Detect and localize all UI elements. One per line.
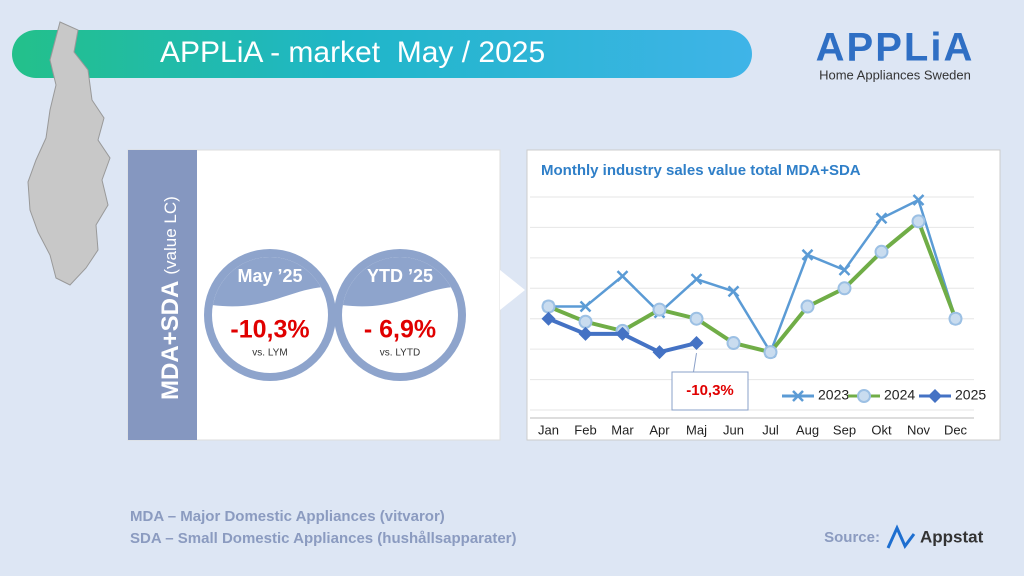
- marker: [801, 248, 814, 261]
- footer-note: SDA – Small Domestic Appliances (hushåll…: [130, 530, 517, 547]
- x-tick-label: Apr: [649, 422, 670, 437]
- marker: [800, 299, 815, 314]
- panel-label: MDA+SDA (value LC): [157, 196, 184, 400]
- marker: [911, 214, 926, 229]
- source-label: Source:: [824, 529, 880, 546]
- x-tick-label: Jan: [538, 422, 559, 437]
- source-icon: [886, 524, 916, 549]
- marker: [615, 326, 630, 341]
- logo: APPLiA: [816, 26, 975, 70]
- marker: [616, 270, 629, 282]
- marker: [838, 264, 851, 276]
- marker: [726, 336, 741, 351]
- legend-label: 2024: [884, 387, 915, 403]
- x-tick-label: Okt: [871, 422, 892, 437]
- marker: [928, 389, 942, 403]
- kpi-title: YTD ’25: [367, 266, 433, 286]
- marker: [578, 326, 593, 341]
- marker: [763, 345, 778, 360]
- marker: [792, 390, 804, 402]
- marker: [727, 285, 740, 298]
- x-tick-label: Sep: [833, 422, 856, 437]
- kpi-note: vs. LYTD: [380, 348, 420, 359]
- kpi-value: -10,3%: [230, 316, 309, 344]
- title-banner: [12, 30, 752, 78]
- annotation-arrow: [693, 352, 697, 373]
- marker: [948, 311, 963, 326]
- chart-title: Monthly industry sales value total MDA+S…: [541, 162, 861, 179]
- x-tick-label: Jun: [723, 422, 744, 437]
- annotation-box: [671, 371, 749, 411]
- logo-subtitle: Home Appliances Sweden: [819, 67, 971, 82]
- marker: [579, 300, 592, 313]
- kpi-top: [212, 257, 328, 307]
- legend-label: 2023: [818, 387, 849, 403]
- slide-title: APPLiA - market May / 2025: [160, 36, 545, 69]
- panel-label-main: MDA+SDA: [157, 281, 184, 400]
- sweden-map: [27, 21, 111, 286]
- footer-note: MDA – Major Domestic Appliances (vitvaro…: [130, 508, 445, 525]
- legend-label: 2025: [955, 387, 986, 403]
- marker: [874, 244, 889, 259]
- kpi-value: - 6,9%: [364, 316, 436, 344]
- kpi-top: [342, 257, 458, 307]
- x-tick-label: Jul: [762, 422, 779, 437]
- marker: [689, 311, 704, 326]
- kpi-title: May ’25: [237, 266, 302, 286]
- marker: [689, 336, 704, 351]
- panel-label-unit: (value LC): [161, 196, 180, 274]
- marker: [578, 314, 593, 329]
- x-tick-label: Nov: [907, 422, 931, 437]
- x-tick-label: Aug: [796, 422, 819, 437]
- x-tick-label: Maj: [686, 422, 707, 437]
- marker: [652, 345, 667, 360]
- marker: [690, 273, 703, 286]
- marker: [857, 389, 871, 403]
- marker: [541, 311, 556, 326]
- source-name: Appstat: [920, 527, 984, 546]
- marker: [837, 281, 852, 296]
- marker: [652, 302, 667, 317]
- panel-strip: [128, 150, 197, 440]
- x-tick-label: Mar: [611, 422, 634, 437]
- x-tick-label: Feb: [574, 422, 596, 437]
- x-tick-label: Dec: [944, 422, 968, 437]
- series-line: [548, 198, 957, 356]
- marker: [912, 194, 925, 206]
- annotation-text: -10,3%: [686, 382, 734, 399]
- kpi-note: vs. LYM: [252, 348, 287, 359]
- panel-pointer: [500, 270, 525, 310]
- marker: [541, 299, 556, 314]
- marker: [875, 212, 888, 225]
